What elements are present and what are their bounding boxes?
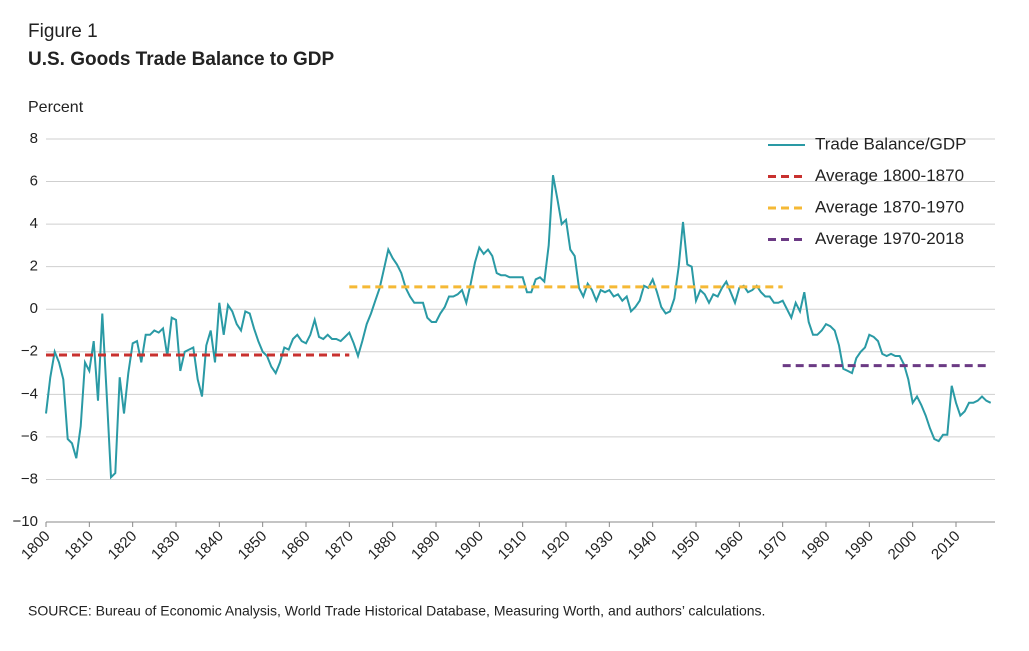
figure-label: Figure 1 — [28, 21, 98, 42]
y-tick-label: 2 — [30, 258, 38, 275]
x-tick-label: 1900 — [451, 528, 487, 564]
x-tick-label: 2010 — [928, 528, 964, 564]
y-tick-label: 6 — [30, 173, 38, 190]
y-tick-label: 0 — [30, 300, 38, 317]
x-tick-label: 1840 — [191, 528, 227, 564]
source-note: SOURCE: Bureau of Economic Analysis, Wor… — [28, 603, 765, 619]
y-tick-label: −6 — [21, 428, 38, 445]
x-tick-label: 1910 — [495, 528, 531, 564]
x-tick-label: 1850 — [235, 528, 271, 564]
y-tick-label: −4 — [21, 385, 38, 402]
x-tick-label: 1890 — [408, 528, 444, 564]
x-tick-label: 1920 — [538, 528, 574, 564]
y-tick-label: −8 — [21, 470, 38, 487]
x-tick-label: 1990 — [841, 528, 877, 564]
x-tick-label: 1870 — [321, 528, 357, 564]
x-tick-label: 1800 — [18, 528, 54, 564]
y-tick-label: 4 — [30, 215, 38, 232]
y-axis-label: Percent — [28, 99, 84, 116]
x-tick-label: 1950 — [668, 528, 704, 564]
legend-label: Average 1870-1970 — [815, 197, 964, 216]
legend-label: Average 1970-2018 — [815, 229, 964, 248]
x-tick-label: 1940 — [625, 528, 661, 564]
x-tick-label: 1970 — [755, 528, 791, 564]
x-tick-label: 1830 — [148, 528, 184, 564]
x-tick-label: 2000 — [885, 528, 921, 564]
x-tick-label: 1960 — [711, 528, 747, 564]
legend-label: Trade Balance/GDP — [815, 134, 967, 153]
y-tick-label: −10 — [13, 513, 38, 530]
data-line — [45, 175, 992, 480]
chart-title: U.S. Goods Trade Balance to GDP — [28, 49, 335, 70]
x-tick-label: 1820 — [105, 528, 141, 564]
x-tick-label: 1810 — [61, 528, 97, 564]
y-tick-label: 8 — [30, 130, 38, 147]
legend-label: Average 1800-1870 — [815, 166, 964, 185]
x-tick-label: 1980 — [798, 528, 834, 564]
y-tick-label: −2 — [21, 343, 38, 360]
x-tick-label: 1860 — [278, 528, 314, 564]
x-tick-label: 1880 — [365, 528, 401, 564]
x-tick-label: 1930 — [581, 528, 617, 564]
